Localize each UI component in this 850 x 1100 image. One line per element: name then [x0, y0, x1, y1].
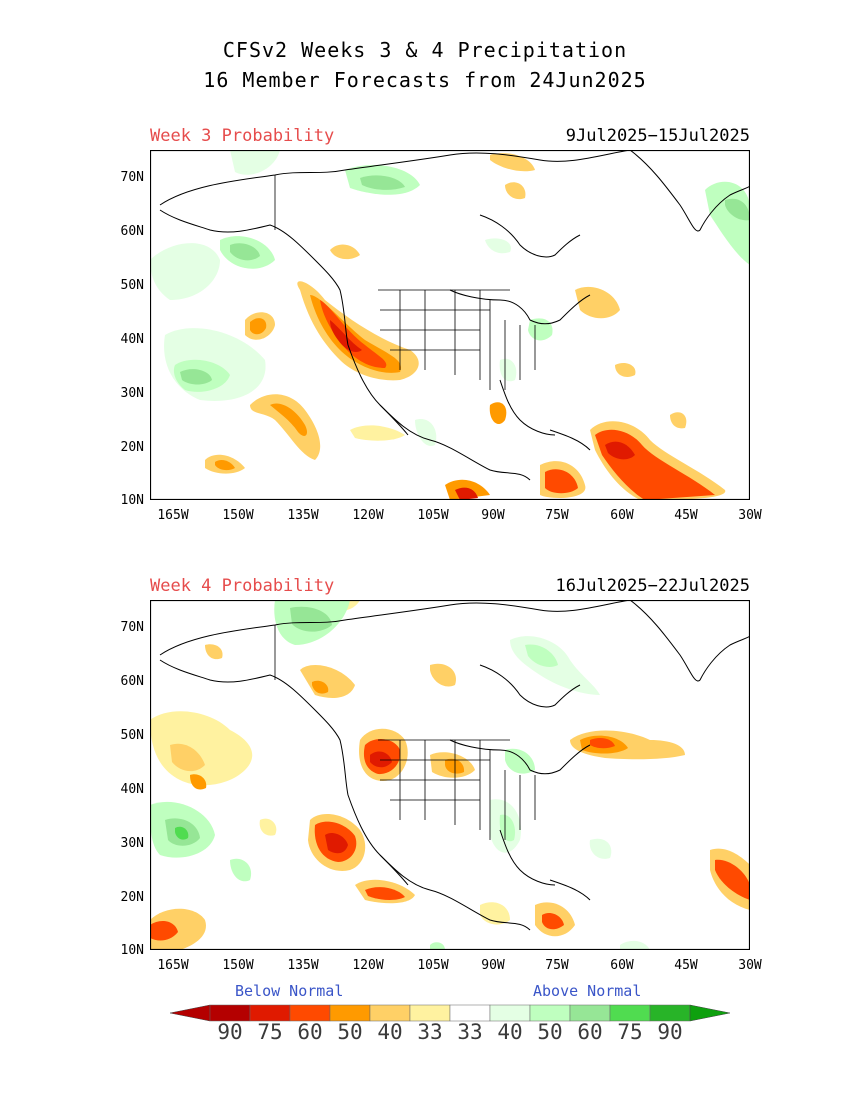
- week3-lon-135w: 135W: [287, 508, 319, 523]
- week3-map: [150, 150, 750, 500]
- legend-low-arrow: [170, 1004, 211, 1022]
- week3-lon-75w: 75W: [545, 508, 569, 523]
- week4-lon-135w: 135W: [287, 958, 319, 973]
- legend-swatch: [529, 1004, 571, 1022]
- week3-lat-40n: 40N: [120, 332, 144, 347]
- legend-colorbar: [170, 1004, 730, 1022]
- legend-number: 40: [377, 1020, 403, 1044]
- week4-shading: [150, 600, 750, 950]
- week3-shading: [150, 150, 750, 500]
- week4-map-svg: [150, 600, 750, 950]
- legend-number: 33: [417, 1020, 443, 1044]
- week4-lon-120w: 120W: [352, 958, 384, 973]
- week3-lon-45w: 45W: [674, 508, 698, 523]
- chart-title-line2: 16 Member Forecasts from 24Jun2025: [203, 68, 647, 92]
- week4-lon-105w: 105W: [417, 958, 449, 973]
- legend-swatch: [489, 1004, 531, 1022]
- week3-lon-30w: 30W: [738, 508, 762, 523]
- week4-lon-165w: 165W: [157, 958, 189, 973]
- week3-lat-60n: 60N: [120, 224, 144, 239]
- legend-number: 40: [497, 1020, 523, 1044]
- week3-lon-60w: 60W: [610, 508, 634, 523]
- week3-label: Week 3 Probability: [150, 126, 335, 146]
- week4-borders: [274, 625, 536, 840]
- week4-lat-50n: 50N: [120, 728, 144, 743]
- week3-lon-150w: 150W: [222, 508, 254, 523]
- legend-swatch: [249, 1004, 291, 1022]
- week3-lat-20n: 20N: [120, 440, 144, 455]
- week4-lat-70n: 70N: [120, 620, 144, 635]
- legend-swatch: [449, 1004, 491, 1022]
- legend-high-arrow: [689, 1004, 730, 1022]
- week3-borders: [274, 175, 536, 390]
- legend-number: 33: [457, 1020, 483, 1044]
- week3-lon-105w: 105W: [417, 508, 449, 523]
- week4-lat-40n: 40N: [120, 782, 144, 797]
- legend-number: 60: [577, 1020, 603, 1044]
- legend-number: 60: [297, 1020, 323, 1044]
- week3-lon-90w: 90W: [481, 508, 505, 523]
- week4-label: Week 4 Probability: [150, 576, 335, 596]
- legend-swatch: [609, 1004, 651, 1022]
- week3-lon-165w: 165W: [157, 508, 189, 523]
- legend-number: 75: [257, 1020, 283, 1044]
- week3-lat-70n: 70N: [120, 170, 144, 185]
- chart-title-line1: CFSv2 Weeks 3 & 4 Precipitation: [222, 38, 628, 62]
- week4-dates: 16Jul2025−22Jul2025: [555, 576, 750, 596]
- legend-swatch: [289, 1004, 331, 1022]
- week3-lat-10n: 10N: [120, 493, 144, 508]
- week3-lon-120w: 120W: [352, 508, 384, 523]
- week3-lat-50n: 50N: [120, 278, 144, 293]
- legend-swatch: [329, 1004, 371, 1022]
- week4-lon-150w: 150W: [222, 958, 254, 973]
- week4-lon-60w: 60W: [610, 958, 634, 973]
- week3-lat-30n: 30N: [120, 386, 144, 401]
- legend-number: 90: [657, 1020, 683, 1044]
- legend-number: 50: [337, 1020, 363, 1044]
- week4-map: [150, 600, 750, 950]
- week4-lon-30w: 30W: [738, 958, 762, 973]
- week4-lon-90w: 90W: [481, 958, 505, 973]
- legend-swatch: [649, 1004, 691, 1022]
- week3-map-svg: [150, 150, 750, 500]
- legend-above-normal-label: Above Normal: [533, 982, 642, 1000]
- legend-swatch: [409, 1004, 451, 1022]
- week4-lat-30n: 30N: [120, 836, 144, 851]
- week4-coastlines: [159, 600, 750, 931]
- legend-swatch: [209, 1004, 251, 1022]
- week4-lat-20n: 20N: [120, 890, 144, 905]
- week3-dates: 9Jul2025−15Jul2025: [565, 126, 750, 146]
- week4-lon-75w: 75W: [545, 958, 569, 973]
- week4-lon-45w: 45W: [674, 958, 698, 973]
- legend-swatch: [369, 1004, 411, 1022]
- week3-coastlines: [159, 150, 750, 481]
- legend-number: 75: [617, 1020, 643, 1044]
- legend-number: 50: [537, 1020, 563, 1044]
- legend-below-normal-label: Below Normal: [235, 982, 344, 1000]
- week4-lat-60n: 60N: [120, 674, 144, 689]
- legend-number: 90: [217, 1020, 243, 1044]
- week4-lat-10n: 10N: [120, 943, 144, 958]
- legend-swatch: [569, 1004, 611, 1022]
